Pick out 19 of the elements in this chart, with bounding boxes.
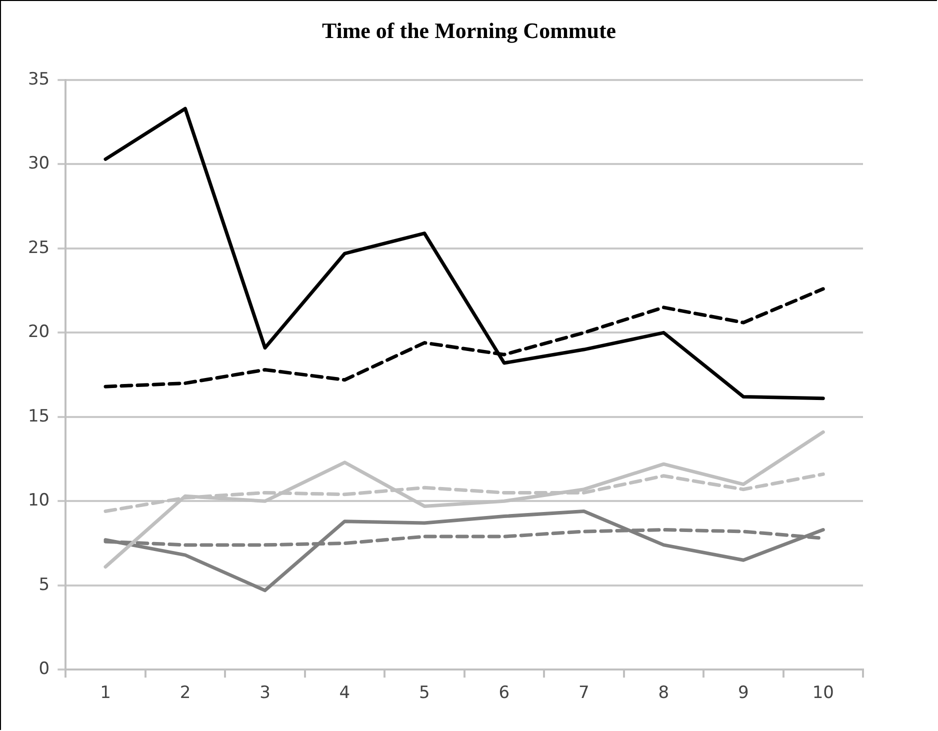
y-tick-label: 0 [38,659,50,680]
y-tick-label: 20 [28,322,50,342]
y-tick-label: 15 [28,406,50,426]
y-tick-label: 10 [28,490,50,511]
x-tick-label: 3 [260,683,270,704]
y-tick-label: 30 [28,154,50,174]
y-tick-label: 5 [38,574,50,595]
x-tick-label: 9 [738,683,749,704]
y-tick-label: 35 [28,69,50,90]
x-tick-label: 10 [812,683,834,704]
x-tick-label: 1 [100,683,111,704]
y-tick-label: 25 [28,238,50,258]
x-tick-label: 2 [180,683,191,704]
x-tick-label: 4 [339,683,350,704]
x-tick-label: 6 [498,683,510,704]
chart-title: Time of the Morning Commute [320,18,618,44]
x-tick-label: 5 [419,683,430,704]
x-tick-label: 8 [658,683,670,704]
x-tick-label: 7 [578,683,590,704]
